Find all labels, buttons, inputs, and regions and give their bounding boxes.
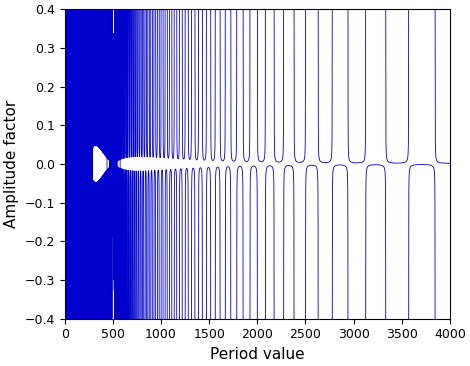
X-axis label: Period value: Period value (210, 347, 305, 362)
Y-axis label: Amplitude factor: Amplitude factor (4, 100, 19, 228)
